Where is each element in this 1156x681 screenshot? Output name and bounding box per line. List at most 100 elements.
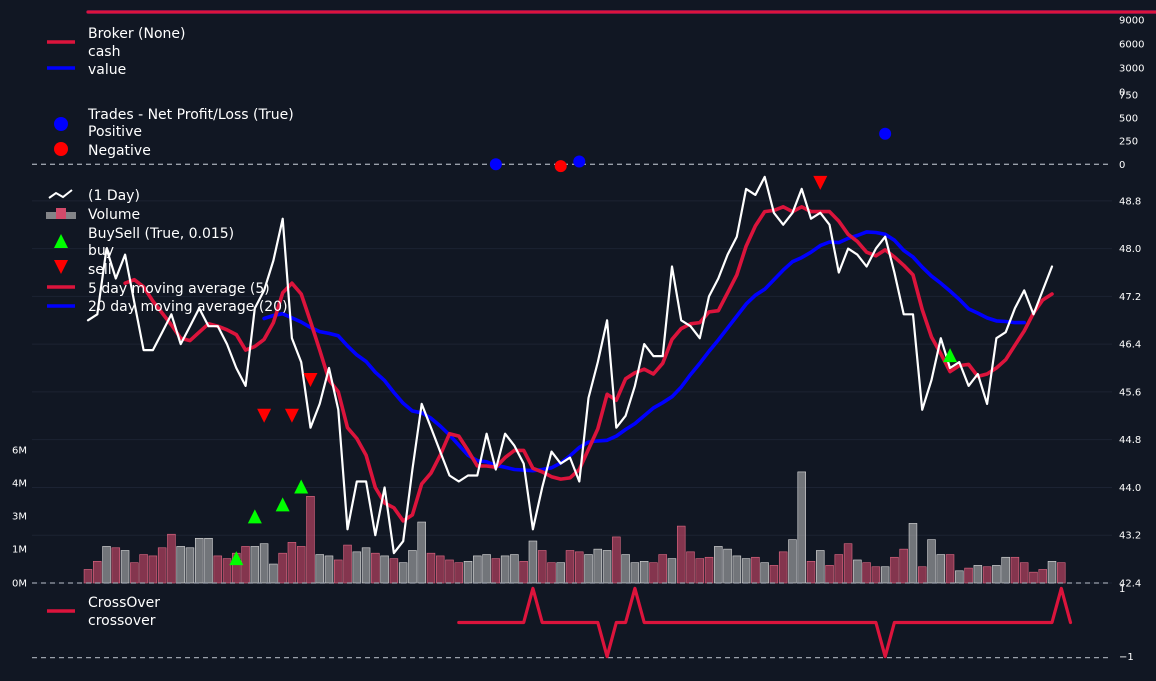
volume-bar bbox=[176, 546, 185, 584]
volume-bar bbox=[584, 554, 593, 584]
trade-positive-marker bbox=[489, 158, 502, 171]
volume-bar bbox=[343, 544, 352, 584]
volume-bar bbox=[686, 551, 695, 584]
volume-bar bbox=[880, 566, 890, 584]
volume-bar bbox=[890, 556, 899, 584]
broker-axis-tick-label: 3000 bbox=[1119, 64, 1144, 75]
volume-bar bbox=[519, 561, 528, 584]
volume-axis-tick-label: 0M bbox=[12, 579, 27, 590]
volume-bar bbox=[408, 550, 417, 584]
legend-volume-swatch-b bbox=[56, 208, 66, 219]
buy-marker bbox=[275, 497, 290, 512]
legend-price-swatch bbox=[48, 189, 73, 199]
volume-bar bbox=[111, 547, 121, 584]
volume-bar bbox=[1038, 569, 1047, 584]
volume-bar bbox=[760, 562, 769, 584]
volume-bar bbox=[473, 555, 482, 584]
volume-bar bbox=[992, 565, 1001, 584]
volume-bar bbox=[1019, 562, 1029, 584]
buy-marker bbox=[943, 348, 958, 363]
volume-bar bbox=[352, 551, 362, 584]
legend-crossover-label: crossover bbox=[88, 613, 156, 629]
volume-bar bbox=[1029, 571, 1038, 584]
volume-bar bbox=[834, 554, 844, 584]
crossover-line bbox=[457, 586, 1073, 659]
volume-bar bbox=[639, 561, 649, 584]
volume-bar bbox=[825, 565, 834, 584]
volume-axis-tick-label: 6M bbox=[12, 446, 27, 457]
trade-positive-marker bbox=[879, 127, 892, 140]
legend-buy-label: buy bbox=[88, 243, 114, 259]
legend-volume-label: Volume bbox=[88, 207, 140, 223]
volume-bar bbox=[93, 561, 102, 584]
volume-bar bbox=[130, 562, 139, 584]
volume-bar bbox=[593, 548, 603, 584]
volume-bar bbox=[537, 550, 547, 584]
volume-bar bbox=[788, 539, 797, 584]
legend-sell-label: sell bbox=[88, 262, 112, 278]
volume-bar bbox=[510, 554, 519, 584]
volume-bar bbox=[612, 536, 621, 584]
volume-bar bbox=[973, 565, 983, 584]
volume-axis-tick-label: 1M bbox=[12, 545, 27, 556]
crossover-axis-tick-label: 1 bbox=[1119, 584, 1125, 595]
volume-bar bbox=[454, 562, 464, 584]
volume-bar bbox=[259, 543, 269, 584]
volume-bar bbox=[955, 570, 964, 584]
trade-positive-marker bbox=[573, 155, 586, 168]
price-axis-tick-label: 47.2 bbox=[1119, 292, 1141, 303]
volume-bar bbox=[741, 558, 751, 584]
volume-bar bbox=[102, 546, 111, 584]
volume-bar bbox=[204, 537, 213, 584]
price-axis-tick-label: 48.8 bbox=[1119, 196, 1141, 207]
sell-marker bbox=[257, 408, 272, 423]
crossover-axis-tick-label: −1 bbox=[1119, 652, 1134, 663]
legend-negative-label: Negative bbox=[88, 143, 151, 159]
legend-value-label: value bbox=[88, 62, 126, 78]
broker-legend-title: Broker (None) bbox=[88, 26, 186, 42]
volume-bar bbox=[667, 558, 677, 584]
volume-bar bbox=[982, 566, 992, 584]
volume-bar bbox=[695, 558, 705, 584]
volume-bar bbox=[445, 559, 454, 584]
volume-bar bbox=[1010, 556, 1020, 584]
volume-bar bbox=[148, 555, 158, 584]
volume-bar bbox=[806, 561, 816, 584]
legend-sma20-label: 20 day moving average (20) bbox=[88, 299, 288, 315]
volume-bar bbox=[324, 555, 334, 584]
volume-bar bbox=[296, 546, 306, 584]
price-axis-tick-label: 42.4 bbox=[1119, 579, 1141, 590]
volume-bar bbox=[306, 495, 315, 584]
trades-axis-tick-label: 500 bbox=[1119, 113, 1138, 124]
sell-marker bbox=[813, 175, 828, 190]
volume-bar bbox=[269, 563, 278, 584]
trades-axis-tick-label: 250 bbox=[1119, 137, 1138, 148]
price-axis-tick-label: 45.6 bbox=[1119, 387, 1141, 398]
volume-bar bbox=[556, 562, 565, 584]
legend-buy-swatch bbox=[54, 234, 68, 248]
buy-marker bbox=[229, 551, 244, 566]
legend-sma5-label: 5 day moving average (5) bbox=[88, 281, 270, 297]
legend-price-label: (1 Day) bbox=[88, 188, 140, 204]
volume-bar bbox=[936, 554, 946, 584]
sma5-line bbox=[123, 205, 1054, 523]
legend-buysell-label: BuySell (True, 0.015) bbox=[88, 226, 234, 242]
volume-bar bbox=[1047, 561, 1057, 584]
legend-positive-label: Positive bbox=[88, 124, 142, 140]
price-axis-tick-label: 44.0 bbox=[1119, 483, 1141, 494]
sell-marker bbox=[284, 408, 299, 423]
volume-bar bbox=[899, 548, 908, 584]
price-axis-tick-label: 43.2 bbox=[1119, 531, 1141, 542]
volume-bar bbox=[547, 562, 556, 584]
volume-bar bbox=[927, 539, 936, 584]
volume-bar bbox=[398, 562, 408, 584]
price-axis-tick-label: 46.4 bbox=[1119, 340, 1141, 351]
buy-marker bbox=[294, 479, 309, 494]
legend-positive-swatch bbox=[54, 117, 68, 131]
volume-axis-tick-label: 4M bbox=[12, 479, 27, 490]
sell-marker bbox=[303, 372, 318, 387]
volume-bar bbox=[361, 547, 371, 584]
trades-legend-title: Trades - Net Profit/Loss (True) bbox=[87, 107, 294, 123]
volume-bar bbox=[908, 523, 918, 584]
